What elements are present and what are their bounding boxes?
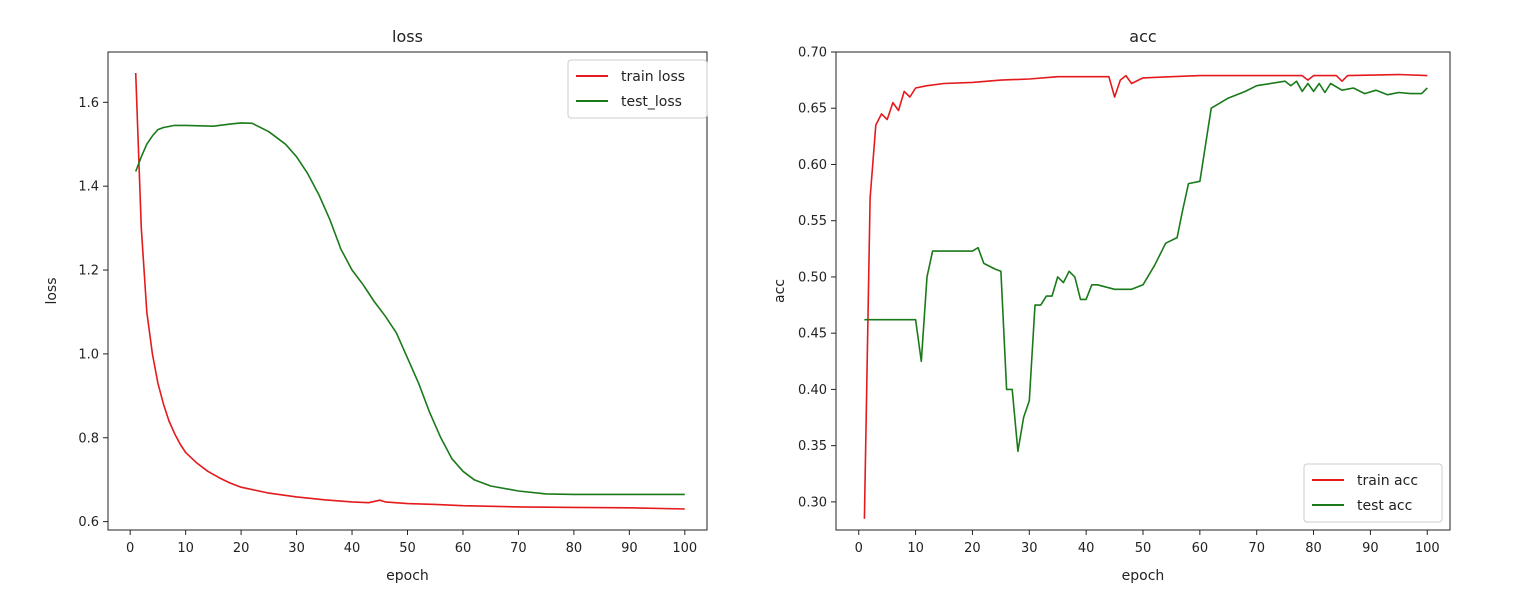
chart-title: acc — [1129, 27, 1156, 46]
x-tick-label: 20 — [964, 541, 981, 556]
x-tick-label: 50 — [1135, 541, 1152, 556]
x-tick-label: 60 — [455, 541, 472, 556]
x-axis-label: epoch — [1122, 568, 1165, 584]
chart-1: acc epoch acc 0 10 20 30 40 50 60 70 80 90 100 0.30 0.3… — [772, 27, 1451, 584]
y-tick-label: 0.65 — [798, 102, 827, 117]
x-tick-label: 80 — [566, 541, 583, 556]
y-tick-label: 1.6 — [78, 96, 99, 111]
y-tick-label: 0.45 — [798, 327, 827, 342]
x-tick-label: 70 — [1248, 541, 1265, 556]
y-tick-label: 1.2 — [78, 264, 99, 279]
x-tick-label: 40 — [1078, 541, 1095, 556]
y-tick-label: 0.30 — [798, 495, 827, 510]
y-tick-label: 0.55 — [798, 214, 827, 229]
plot-frame — [835, 51, 1451, 531]
y-tick-label: 0.40 — [798, 383, 827, 398]
legend-label: test_loss — [621, 94, 682, 110]
x-tick-label: 30 — [1021, 541, 1038, 556]
y-tick-label: 0.50 — [798, 270, 827, 285]
series-line-test-loss — [134, 122, 685, 496]
x-tick-label: 100 — [672, 541, 697, 556]
x-tick-label: 40 — [344, 541, 361, 556]
y-tick-label: 0.60 — [798, 158, 827, 173]
x-tick-label: 50 — [399, 541, 416, 556]
legend-box — [1303, 463, 1443, 523]
y-tick-label: 0.70 — [798, 46, 827, 61]
chart-title: loss — [392, 27, 423, 46]
x-tick-label: 60 — [1192, 541, 1209, 556]
x-axis-label: epoch — [386, 568, 429, 584]
x-tick-label: 100 — [1415, 541, 1440, 556]
series-line-test-acc — [864, 80, 1428, 453]
series-line-train-acc — [863, 73, 1428, 519]
x-tick-label: 10 — [907, 541, 924, 556]
series-line-train-loss — [134, 72, 685, 510]
x-tick-label: 0 — [855, 541, 863, 556]
legend: train acc test acc — [1303, 463, 1443, 523]
x-tick-label: 90 — [621, 541, 638, 556]
y-tick-label: 0.8 — [78, 431, 99, 446]
legend-label: train loss — [621, 69, 685, 85]
y-axis-label: loss — [44, 277, 60, 304]
y-tick-label: 1.0 — [78, 347, 99, 362]
y-tick-label: 0.35 — [798, 439, 827, 454]
legend-label: test acc — [1357, 498, 1412, 514]
y-tick-label: 0.6 — [78, 515, 99, 530]
x-tick-label: 20 — [233, 541, 250, 556]
plot-frame — [107, 51, 708, 531]
y-tick-label: 1.4 — [78, 180, 99, 195]
chart-0: loss epoch loss 0 10 20 30 40 50 60 70 80 90 100 0.6 0.… — [44, 27, 708, 584]
y-axis-label: acc — [772, 279, 788, 303]
legend-box — [567, 59, 708, 119]
x-tick-label: 80 — [1305, 541, 1322, 556]
legend: train loss test_loss — [567, 59, 708, 119]
x-tick-label: 10 — [177, 541, 194, 556]
x-tick-label: 30 — [288, 541, 305, 556]
legend-label: train acc — [1357, 473, 1418, 489]
x-tick-label: 90 — [1362, 541, 1379, 556]
x-tick-label: 70 — [510, 541, 527, 556]
x-tick-label: 0 — [126, 541, 134, 556]
